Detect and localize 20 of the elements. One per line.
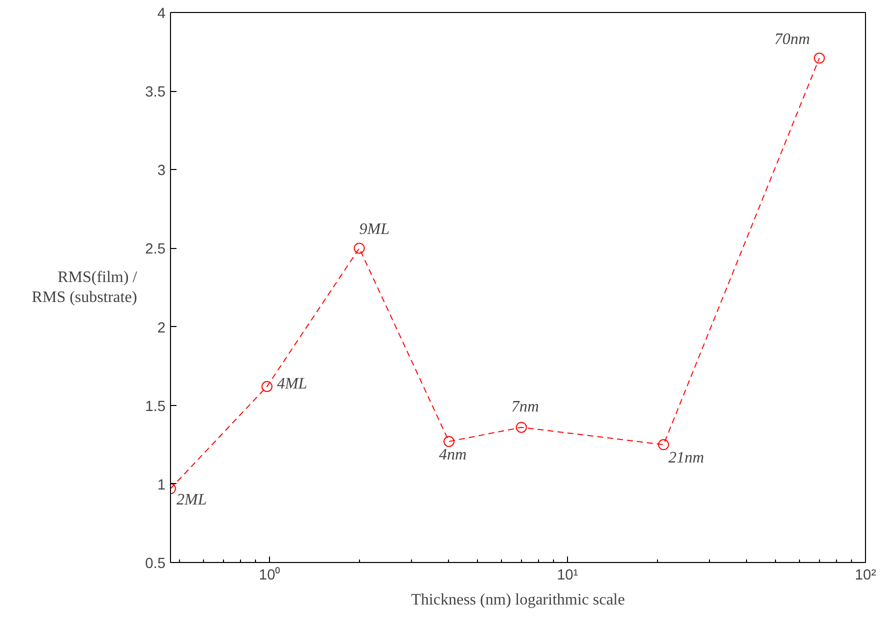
y-axis-title: RMS(film) / RMS (substrate) — [32, 268, 138, 306]
annotation: 21nm — [668, 450, 704, 467]
x-axis-title: Thickness (nm) logarithmic scale — [411, 592, 625, 608]
y-tick-label: 2.5 — [145, 242, 166, 258]
annotation: 4nm — [438, 446, 467, 464]
x-tick-label: 10² — [854, 568, 876, 584]
y-tick-label: 3.5 — [145, 84, 166, 101]
annotation: 70nm — [774, 31, 810, 48]
annotation: 7nm — [511, 398, 539, 416]
y-tick-label: 2 — [157, 320, 166, 336]
annotation: 9ML — [359, 221, 390, 238]
x-tick-label: 10¹ — [556, 568, 578, 584]
y-tick-label: 3 — [157, 163, 166, 180]
y-tick-label: 0.5 — [145, 556, 166, 572]
y-tick-label: 1.5 — [145, 398, 166, 415]
y-tick-label: 4 — [157, 6, 166, 22]
y-tick-label: 1 — [157, 477, 166, 494]
annotation: 2ML — [176, 492, 207, 509]
x-tick-label: 10⁰ — [258, 566, 280, 584]
annotation: 4ML — [276, 376, 308, 392]
